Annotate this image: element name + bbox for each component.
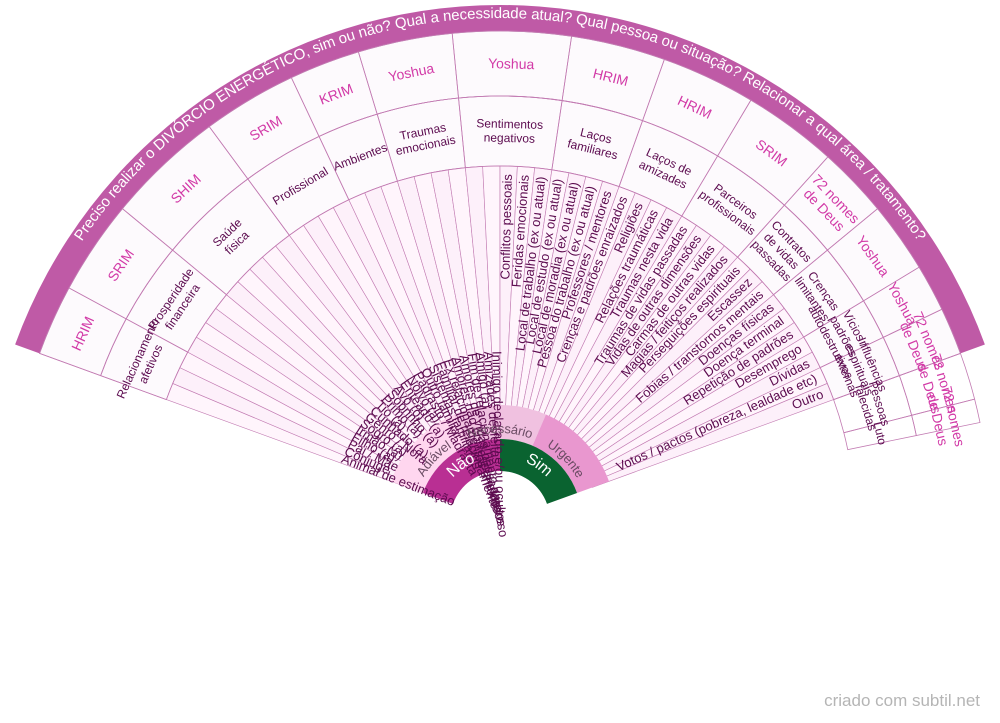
footer-credit: criado com subtil.net: [824, 691, 980, 710]
treatment-label: Yoshua: [488, 55, 535, 72]
detail-label: Conflitos pessoais: [497, 173, 515, 279]
necessity-slice-1[interactable]: [454, 405, 546, 446]
detail-label: Amigo (a): [473, 351, 495, 409]
ring-layer: [15, 5, 985, 504]
outer-band: [15, 5, 985, 354]
answer-slice-1[interactable]: [500, 439, 578, 504]
answer-slice-0[interactable]: [422, 439, 500, 504]
treatment-slice[interactable]: [911, 398, 981, 437]
treatment-label: 72 nomesde Deus: [923, 385, 968, 452]
necessity-slice-2[interactable]: [532, 414, 610, 493]
category-label: Sentimentosnegativos: [476, 116, 543, 146]
category-label: Luto: [871, 420, 890, 446]
necessity-slice-0[interactable]: [390, 414, 468, 493]
necessity-label: Necessário: [465, 421, 534, 441]
detail-label: Inimigo declarado e/ou oculto: [489, 351, 508, 521]
